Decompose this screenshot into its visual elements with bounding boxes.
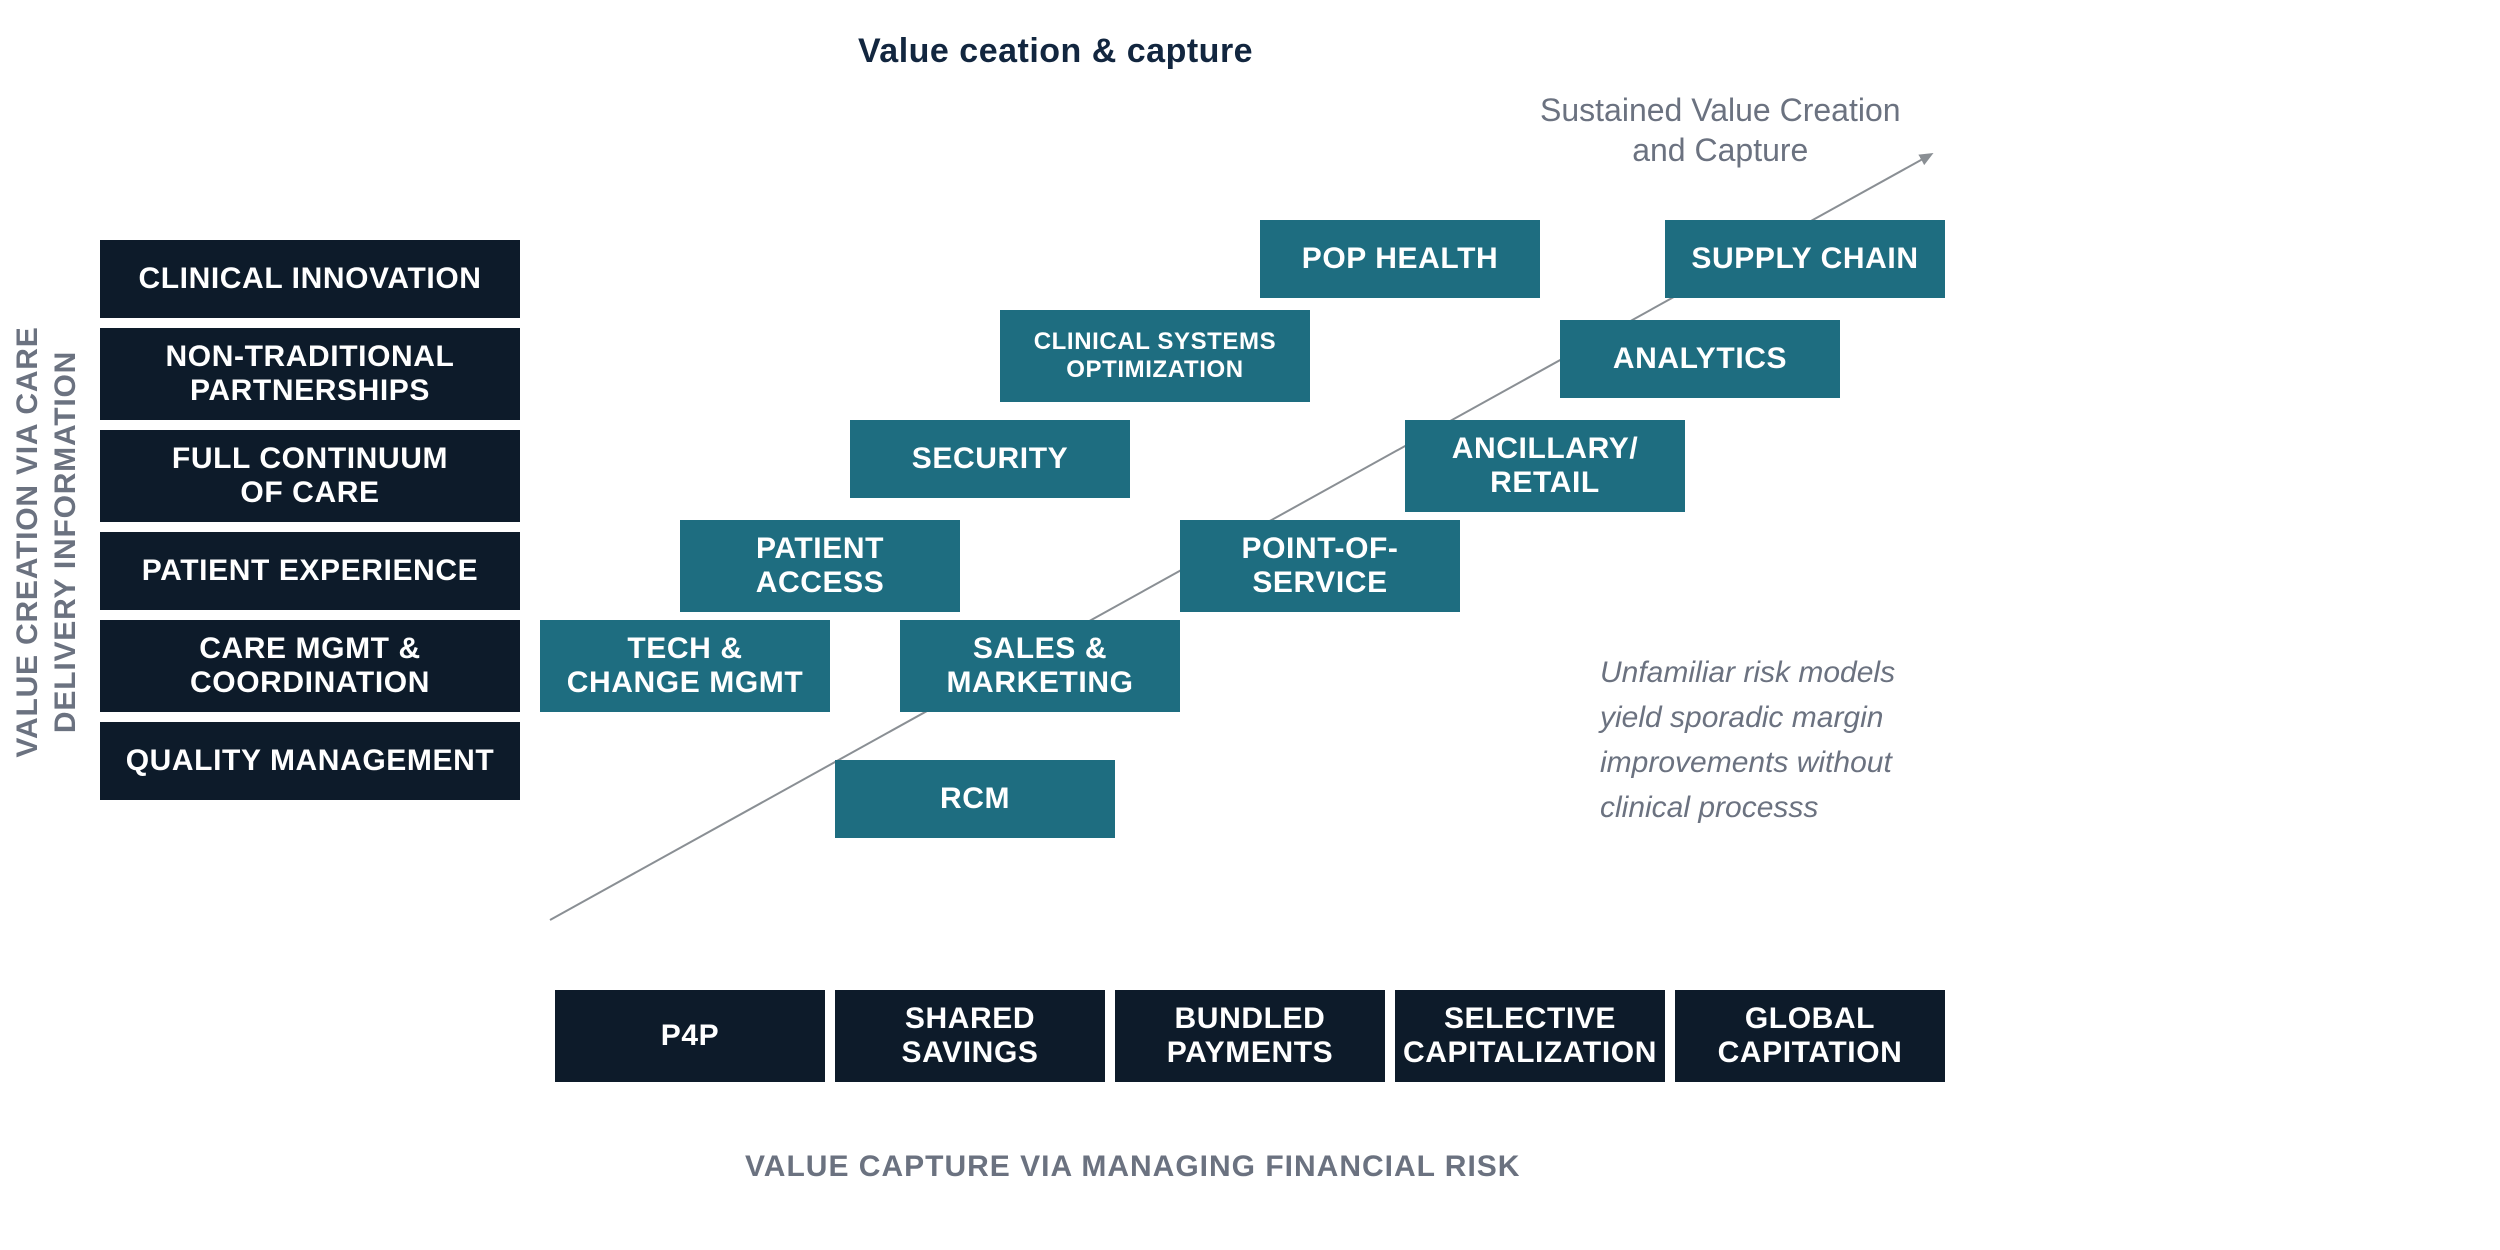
node: POP HEALTH [1260,220,1540,298]
node: ANCILLARY/ RETAIL [1405,420,1685,512]
node: RCM [835,760,1115,838]
node: SECURITY [850,420,1130,498]
node: SUPPLY CHAIN [1665,220,1945,298]
node: POINT-OF- SERVICE [1180,520,1460,612]
x-category: P4P [555,990,825,1082]
side-note: Unfamiliar risk models yield sporadic ma… [1600,650,1895,830]
y-category: FULL CONTINUUM OF CARE [100,430,520,522]
x-category: SHARED SAVINGS [835,990,1105,1082]
arrow-label: Sustained Value Creation and Capture [1540,90,1901,170]
node: ANALYTICS [1560,320,1840,398]
y-category: PATIENT EXPERIENCE [100,532,520,610]
x-category: SELECTIVE CAPITALIZATION [1395,990,1665,1082]
node: TECH & CHANGE MGMT [540,620,830,712]
x-category: BUNDLED PAYMENTS [1115,990,1385,1082]
node: CLINICAL SYSTEMS OPTIMIZATION [1000,310,1310,402]
y-category: CARE MGMT & COORDINATION [100,620,520,712]
y-category: CLINICAL INNOVATION [100,240,520,318]
y-category: NON-TRADITIONAL PARTNERSHIPS [100,328,520,420]
x-category: GLOBAL CAPITATION [1675,990,1945,1082]
node: PATIENT ACCESS [680,520,960,612]
node: SALES & MARKETING [900,620,1180,712]
y-category: QUALITY MANAGEMENT [100,722,520,800]
